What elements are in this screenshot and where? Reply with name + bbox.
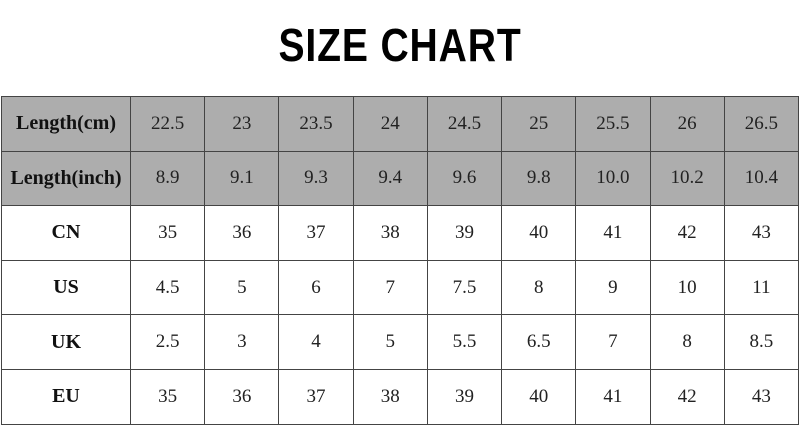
table-cell: 8	[649, 314, 725, 370]
table-cell: 39	[426, 368, 503, 425]
table-cell: 39	[426, 205, 503, 261]
table-cell: 40	[501, 368, 577, 425]
table-cell: 43	[723, 205, 800, 261]
table-cell: 5.5	[426, 314, 503, 370]
table-cell: 24.5	[426, 96, 503, 152]
row-header: EU	[1, 368, 131, 425]
table-cell: 9.3	[278, 150, 354, 207]
table-row: US 4.5 5 6 7 7.5 8 9 10 11	[1, 259, 800, 316]
table-cell: 35	[129, 368, 206, 425]
table-cell: 8.9	[129, 150, 206, 207]
size-chart-table: Length(cm) 22.5 23 23.5 24 24.5 25 25.5 26 26.5 Le…	[1, 96, 800, 425]
table-cell: 26.5	[723, 96, 800, 152]
table-row: EU 35 36 37 38 39 40 41 42 43	[1, 368, 800, 425]
table-cell: 35	[129, 205, 206, 261]
table-cell: 9.8	[501, 150, 577, 207]
table-cell: 2.5	[129, 314, 206, 370]
table-cell: 9.1	[204, 150, 280, 207]
table-cell: 40	[501, 205, 577, 261]
table-cell: 6	[278, 259, 354, 316]
table-cell: 5	[204, 259, 280, 316]
table-cell: 23	[204, 96, 280, 152]
table-row: Length(inch) 8.9 9.1 9.3 9.4 9.6 9.8 10.0 10.2 10…	[1, 150, 800, 207]
table-cell: 41	[575, 205, 651, 261]
table-cell: 7.5	[426, 259, 503, 316]
row-header: Length(cm)	[1, 96, 131, 152]
table-cell: 41	[575, 368, 651, 425]
table-row: Length(cm) 22.5 23 23.5 24 24.5 25 25.5 26 26.5	[1, 96, 800, 152]
table-cell: 11	[723, 259, 800, 316]
table-cell: 8	[501, 259, 577, 316]
table-cell: 43	[723, 368, 800, 425]
table-cell: 22.5	[129, 96, 206, 152]
table-cell: 9.6	[426, 150, 503, 207]
table-cell: 8.5	[723, 314, 800, 370]
page-title: SIZE CHART	[278, 19, 522, 71]
table-cell: 5	[352, 314, 428, 370]
row-header: Length(inch)	[1, 150, 131, 207]
table-cell: 10	[649, 259, 725, 316]
table-cell: 3	[204, 314, 280, 370]
table-cell: 42	[649, 368, 725, 425]
table-cell: 37	[278, 205, 354, 261]
table-cell: 26	[649, 96, 725, 152]
table-cell: 38	[352, 205, 428, 261]
row-header: US	[1, 259, 131, 316]
table-cell: 37	[278, 368, 354, 425]
table-row: CN 35 36 37 38 39 40 41 42 43	[1, 205, 800, 261]
table-cell: 25	[501, 96, 577, 152]
table-cell: 36	[204, 205, 280, 261]
table-cell: 9.4	[352, 150, 428, 207]
table-cell: 6.5	[501, 314, 577, 370]
row-header: UK	[1, 314, 131, 370]
table-cell: 7	[575, 314, 651, 370]
table-row: UK 2.5 3 4 5 5.5 6.5 7 8 8.5	[1, 314, 800, 370]
row-header: CN	[1, 205, 131, 261]
table-cell: 4	[278, 314, 354, 370]
table-cell: 25.5	[575, 96, 651, 152]
table-cell: 4.5	[129, 259, 206, 316]
table-cell: 23.5	[278, 96, 354, 152]
table-cell: 24	[352, 96, 428, 152]
table-cell: 36	[204, 368, 280, 425]
table-cell: 7	[352, 259, 428, 316]
table-cell: 38	[352, 368, 428, 425]
table-cell: 10.2	[649, 150, 725, 207]
table-cell: 42	[649, 205, 725, 261]
table-cell: 10.4	[723, 150, 800, 207]
table-cell: 9	[575, 259, 651, 316]
table-cell: 10.0	[575, 150, 651, 207]
